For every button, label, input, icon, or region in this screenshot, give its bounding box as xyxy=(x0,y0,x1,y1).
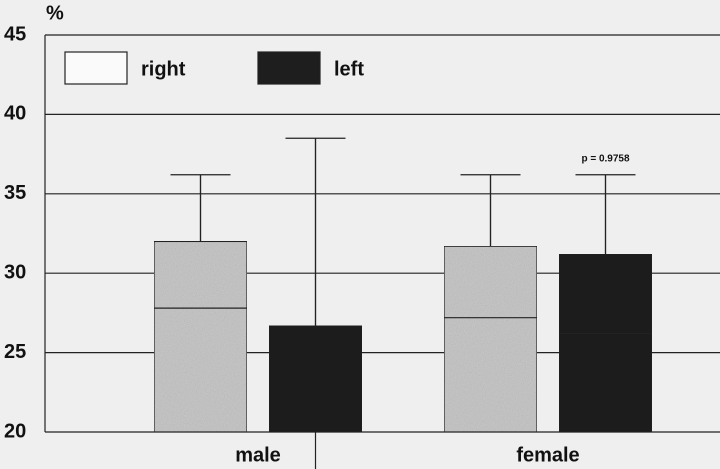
legend-label: left xyxy=(334,58,364,80)
y-axis-label: % xyxy=(46,2,64,24)
x-tick-label: male xyxy=(235,444,281,466)
y-tick-label: 35 xyxy=(4,182,26,204)
bar xyxy=(268,325,363,433)
y-tick-label: 25 xyxy=(4,341,26,363)
bar xyxy=(558,253,653,433)
y-tick-label: 45 xyxy=(4,23,26,45)
x-tick-label: female xyxy=(516,444,579,466)
legend-swatch xyxy=(257,51,321,85)
bar xyxy=(153,240,248,433)
legend-label: right xyxy=(141,58,186,80)
y-tick-label: 30 xyxy=(4,261,26,283)
annotation: p = 0.9758 xyxy=(581,153,630,164)
y-tick-label: 20 xyxy=(4,420,26,442)
y-tick-label: 40 xyxy=(4,103,26,125)
bar xyxy=(443,245,538,433)
legend-swatch xyxy=(64,51,128,85)
